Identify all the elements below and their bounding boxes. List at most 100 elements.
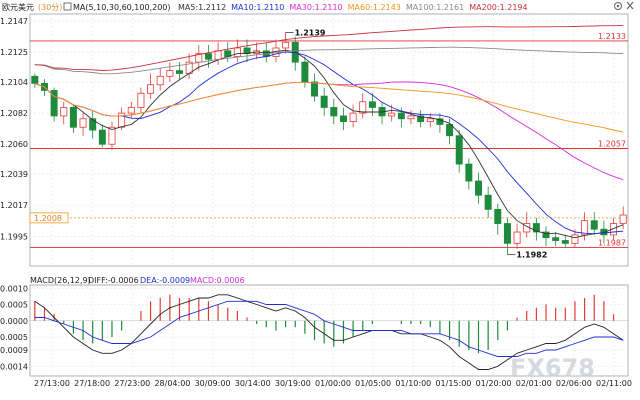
close-icon[interactable] xyxy=(626,1,634,10)
candle-body xyxy=(388,112,396,117)
candle-body xyxy=(465,163,473,182)
macd-y-tick-label: -0.0009 xyxy=(0,346,28,355)
ma-line-ma10 xyxy=(34,51,624,235)
candle-body xyxy=(455,135,463,165)
price-y-tick-label: 1.1995 xyxy=(0,232,28,241)
time-x-tick-label: 01/05:00 xyxy=(355,379,391,388)
ma-line-ma5 xyxy=(34,49,624,239)
ma-line-ma60 xyxy=(34,81,624,133)
chart-timeframe: (30分) xyxy=(38,3,62,12)
macd-panel-frame xyxy=(29,284,629,377)
candle-body xyxy=(581,220,589,236)
candle-body xyxy=(50,90,58,117)
candle-body xyxy=(166,70,174,77)
candle-body xyxy=(359,101,367,114)
candle-body xyxy=(552,237,560,241)
candle-body xyxy=(31,75,39,84)
ma-line-ma30 xyxy=(34,81,624,181)
candle-body xyxy=(368,101,376,108)
candle-body xyxy=(426,118,434,122)
price-y-tick-label: 1.2039 xyxy=(0,170,28,179)
level-line-label: 1.1987 xyxy=(598,239,626,248)
candle-body xyxy=(282,41,290,49)
time-x-tick-label: 28/04:00 xyxy=(154,379,190,388)
time-x-tick-label: 01/00:00 xyxy=(315,379,351,388)
level-line-label: 1.2133 xyxy=(598,32,626,41)
candle-body xyxy=(60,107,68,117)
candle-body xyxy=(397,112,405,120)
candle-body xyxy=(475,180,482,196)
candle-body xyxy=(69,107,77,128)
candle-body xyxy=(561,240,569,244)
current-price-box xyxy=(29,212,69,224)
macd-value-label: MACD:0.0006 xyxy=(190,276,245,285)
price-y-tick-label: 1.2104 xyxy=(0,78,28,87)
candle-body xyxy=(494,208,502,224)
price-y-tick-label: 1.2017 xyxy=(0,201,28,210)
macd-dea-line xyxy=(34,300,624,357)
candle-body xyxy=(407,115,415,120)
candle-body xyxy=(484,194,492,210)
macd-y-tick-label: 0.0010 xyxy=(0,284,28,293)
candle-body xyxy=(118,112,126,128)
candle-body xyxy=(532,223,540,233)
ma-line-ma100 xyxy=(34,46,624,75)
candle-body xyxy=(127,107,135,114)
candle-body xyxy=(214,50,222,60)
candle-body xyxy=(619,214,627,224)
candle-body xyxy=(301,61,309,83)
time-x-tick-label: 01/15:00 xyxy=(435,379,471,388)
price-panel-frame xyxy=(29,13,629,267)
ma-toggle-checkbox[interactable] xyxy=(63,2,72,11)
time-x-tick-label: 30/09:00 xyxy=(195,379,231,388)
ma-legend-ma5: MA5:1.2112 xyxy=(178,3,226,12)
time-x-tick-label: 02/11:00 xyxy=(596,379,632,388)
current-price-label: 1.2008 xyxy=(34,214,62,223)
candle-body xyxy=(320,95,328,108)
price-y-tick-label: 1.2125 xyxy=(0,48,28,57)
macd-y-tick-label: 0.0000 xyxy=(0,317,28,326)
macd-diff-label: DIFF:-0.0006 xyxy=(88,276,139,285)
candle-body xyxy=(204,53,212,60)
candle-body xyxy=(311,81,319,97)
time-x-tick-label: 27/13:00 xyxy=(34,379,70,388)
price-y-tick-label: 1.2082 xyxy=(0,109,28,118)
candle-body xyxy=(156,75,164,86)
candle-body xyxy=(339,115,347,122)
candle-body xyxy=(417,115,425,122)
price-y-tick-label: 1.2147 xyxy=(0,17,28,26)
macd-params-label: MACD(26,12,9) xyxy=(30,276,91,285)
candle-body xyxy=(542,231,550,239)
ma-params-label: MA(5,10,30,60,100,200) xyxy=(73,3,171,12)
macd-diff-line xyxy=(34,294,624,370)
time-x-tick-label: 27/18:00 xyxy=(74,379,110,388)
candle-body xyxy=(600,228,608,236)
candle-body xyxy=(108,126,116,145)
macd-dea-label: DEA:-0.0009 xyxy=(140,276,190,285)
macd-y-tick-label: 0.0005 xyxy=(0,301,28,310)
candle-body xyxy=(147,84,155,94)
time-x-tick-label: 02/01:00 xyxy=(516,379,552,388)
ma-legend-ma10: MA10:1.2110 xyxy=(231,3,284,12)
candle-body xyxy=(349,112,357,122)
candle-body xyxy=(610,223,618,236)
level-line-label: 1.2057 xyxy=(598,139,626,148)
candle-body xyxy=(436,118,444,125)
ma-legend-ma100: MA100:1.2161 xyxy=(406,3,464,12)
candle-body xyxy=(513,231,521,244)
candle-body xyxy=(503,223,511,244)
macd-y-tick-label: -0.0005 xyxy=(0,333,28,342)
candle-body xyxy=(98,129,106,145)
chart-title: 欧元美元 xyxy=(2,2,34,12)
macd-y-tick-label: -0.0014 xyxy=(0,362,28,371)
candle-body xyxy=(571,234,579,244)
time-x-tick-label: 02/06:00 xyxy=(556,379,592,388)
settings-icon[interactable] xyxy=(614,2,622,10)
candle-body xyxy=(176,70,183,74)
time-x-tick-label: 30/19:00 xyxy=(275,379,311,388)
extreme-value-label: 1.1982 xyxy=(516,251,547,260)
ma-legend-ma30: MA30:1.2110 xyxy=(289,3,342,12)
extreme-value-label: 1.2139 xyxy=(295,28,326,37)
ma-line-ma200 xyxy=(34,25,624,71)
